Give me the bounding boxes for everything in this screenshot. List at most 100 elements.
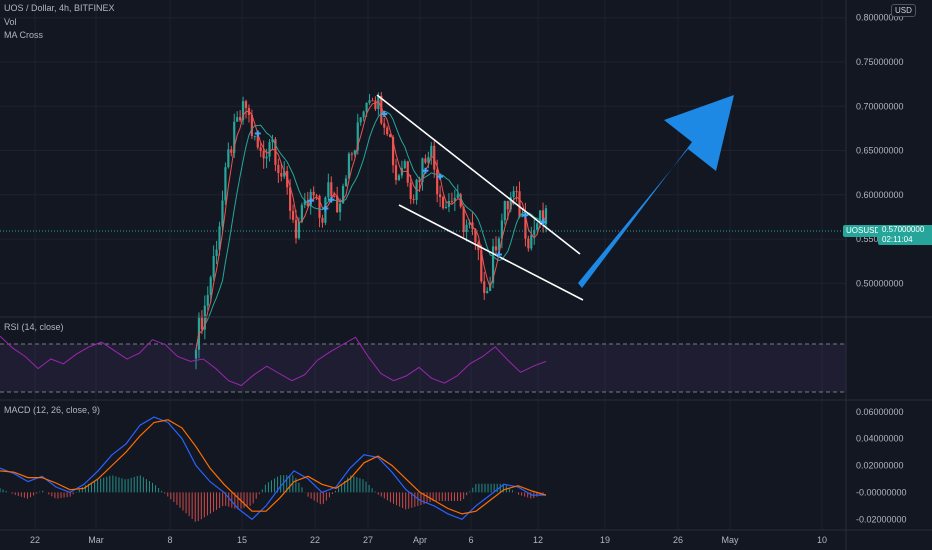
time-tick-label: 26 <box>673 535 683 545</box>
rsi-pane[interactable] <box>0 335 846 393</box>
price-tick-label: 0.75000000 <box>856 57 904 67</box>
candle-body <box>383 123 386 128</box>
macd-histogram <box>0 475 544 522</box>
ma-slow-line <box>195 110 547 350</box>
macd-axis: 0.06000000 0.04000000 0.02000000 -0.0000000… <box>856 407 907 525</box>
candle-body <box>291 210 295 220</box>
price-tick-label: 0.80000000 <box>856 13 904 23</box>
candle-body <box>239 117 242 121</box>
candle-body <box>289 187 292 211</box>
candle-body <box>336 195 339 213</box>
candle-body <box>244 101 248 109</box>
candle-body <box>536 223 539 230</box>
candle-body <box>418 179 421 183</box>
candle-body <box>412 198 415 200</box>
candle-body <box>374 100 377 110</box>
candle-body <box>497 238 501 251</box>
ma-cross-legend[interactable]: MA Cross <box>4 30 44 40</box>
candle-body <box>294 219 298 239</box>
ma-cross-marker <box>437 173 444 180</box>
channel-upper-line[interactable] <box>376 94 581 255</box>
candle-body <box>450 200 453 202</box>
macd-legend[interactable]: MACD (12, 26, close, 9) <box>4 405 101 415</box>
candle-body <box>468 222 471 225</box>
rsi-band <box>0 344 846 392</box>
candle-body <box>203 305 206 330</box>
candle-body <box>227 149 230 168</box>
candle-body <box>333 195 336 197</box>
candle-body <box>377 95 380 110</box>
candle-body <box>394 165 398 181</box>
candle-body <box>397 175 401 181</box>
candle-body <box>318 195 321 218</box>
candle-body <box>224 167 227 201</box>
candle-body <box>441 197 445 209</box>
price-axis[interactable]: 0.80000000 0.75000000 0.70000000 0.65000000… <box>856 13 904 289</box>
price-tick-label: 0.50000000 <box>856 278 904 288</box>
symbol-tag: UOSUSD <box>843 225 884 237</box>
symbol-title[interactable]: UOS / Dollar, 4h, BITFINEX <box>4 3 115 13</box>
candle-body <box>380 95 383 124</box>
price-pane[interactable] <box>0 92 846 370</box>
candle-body <box>533 229 536 235</box>
time-tick-label: 22 <box>310 535 320 545</box>
candle-body <box>194 349 198 359</box>
candle-body <box>524 213 527 239</box>
time-tick-label: 10 <box>817 535 827 545</box>
rsi-line <box>0 335 547 387</box>
candle-body <box>447 200 451 207</box>
candle-body <box>541 210 545 224</box>
candle-body <box>221 200 224 227</box>
candle-body <box>365 102 368 112</box>
candle-body <box>436 169 439 195</box>
candle-body <box>403 161 406 169</box>
ma-cross-marker <box>254 130 261 137</box>
candle-body <box>430 145 433 157</box>
currency-badge[interactable]: USD <box>891 4 916 17</box>
candle-body <box>486 290 489 294</box>
candle-body <box>268 142 271 157</box>
candle-body <box>300 204 303 222</box>
candle-body <box>474 229 477 243</box>
candle-body <box>359 117 362 123</box>
time-axis[interactable]: 22 Mar 8 15 22 27 Apr 6 12 19 26 May 10 <box>30 535 827 545</box>
candle-body <box>515 191 518 193</box>
candle-body <box>200 315 203 330</box>
time-tick-label: 12 <box>533 535 543 545</box>
channel-lower-line[interactable] <box>398 204 584 301</box>
candle-body <box>444 206 448 209</box>
macd-tick-label: 0.02000000 <box>856 461 904 471</box>
time-tick-label: 27 <box>363 535 373 545</box>
macd-signal-line <box>0 419 547 515</box>
candle-body <box>339 203 342 213</box>
candle-body <box>233 121 236 153</box>
candle-body <box>303 200 306 205</box>
candle-body <box>371 100 374 102</box>
upward-arrow-icon[interactable] <box>578 95 734 288</box>
price-tick-label: 0.65000000 <box>856 146 904 156</box>
time-tick-label: 22 <box>30 535 40 545</box>
candle-body <box>241 101 245 121</box>
candle-body <box>315 195 318 197</box>
time-tick-label: 19 <box>600 535 610 545</box>
macd-line <box>0 416 546 521</box>
macd-tick-label: 0.06000000 <box>856 407 904 417</box>
time-tick-label: 6 <box>468 535 473 545</box>
candle-body <box>518 191 521 218</box>
candle-body <box>465 224 468 232</box>
vol-legend[interactable]: Vol <box>4 17 17 27</box>
candle-body <box>212 256 215 278</box>
candle-body <box>480 250 483 282</box>
candle-body <box>283 170 286 177</box>
candle-body <box>215 249 218 257</box>
candle-body <box>280 173 283 177</box>
rsi-legend[interactable]: RSI (14, close) <box>4 322 64 332</box>
candle-body <box>462 206 465 232</box>
macd-pane[interactable] <box>0 416 547 522</box>
price-tag: 0.57000000 02:11:04 <box>878 225 932 245</box>
ma-cross-marker <box>422 167 429 174</box>
candle-body <box>427 156 430 163</box>
last-price-label: 0.57000000 <box>882 225 925 234</box>
time-tick-label: Mar <box>88 535 104 545</box>
